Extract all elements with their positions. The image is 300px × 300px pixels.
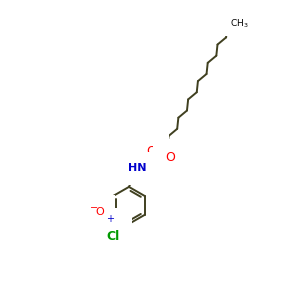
- Text: Cl: Cl: [106, 230, 119, 243]
- Text: O: O: [95, 230, 104, 240]
- Text: −: −: [90, 203, 98, 213]
- Text: O: O: [146, 145, 156, 158]
- Text: CH$_3$: CH$_3$: [230, 18, 249, 30]
- Text: O: O: [95, 207, 104, 217]
- Text: +: +: [106, 214, 114, 224]
- Text: O: O: [165, 151, 175, 164]
- Text: HN: HN: [128, 164, 147, 173]
- Text: N: N: [101, 219, 110, 229]
- Text: S: S: [153, 159, 162, 172]
